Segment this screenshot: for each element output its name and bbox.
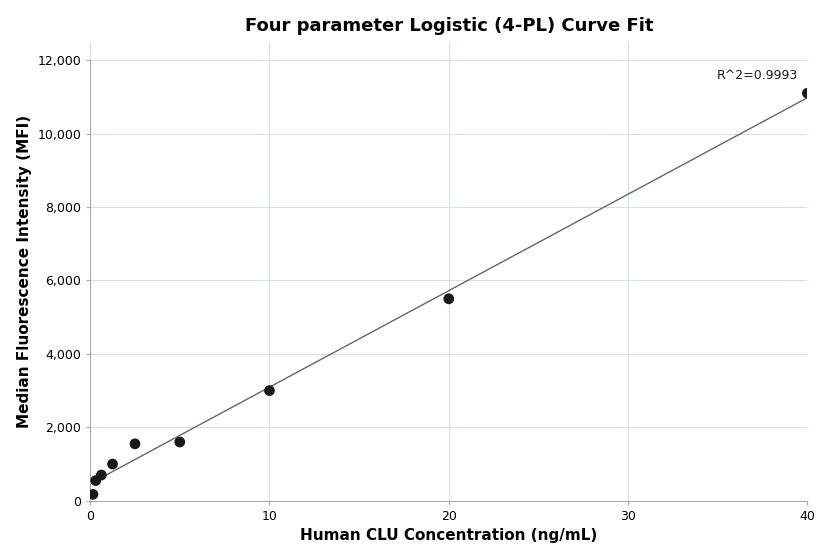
Point — [106, 460, 119, 469]
X-axis label: Human CLU Concentration (ng/mL): Human CLU Concentration (ng/mL) — [300, 528, 597, 543]
Title: Four parameter Logistic (4-PL) Curve Fit: Four parameter Logistic (4-PL) Curve Fit — [245, 17, 653, 35]
Point — [87, 490, 100, 499]
Point — [173, 437, 186, 446]
Y-axis label: Median Fluorescence Intensity (MFI): Median Fluorescence Intensity (MFI) — [17, 115, 32, 428]
Point — [263, 386, 276, 395]
Text: R^2=0.9993: R^2=0.9993 — [717, 69, 799, 82]
Point — [442, 295, 455, 304]
Point — [800, 88, 814, 97]
Point — [95, 470, 108, 479]
Point — [89, 476, 102, 485]
Point — [128, 440, 141, 449]
